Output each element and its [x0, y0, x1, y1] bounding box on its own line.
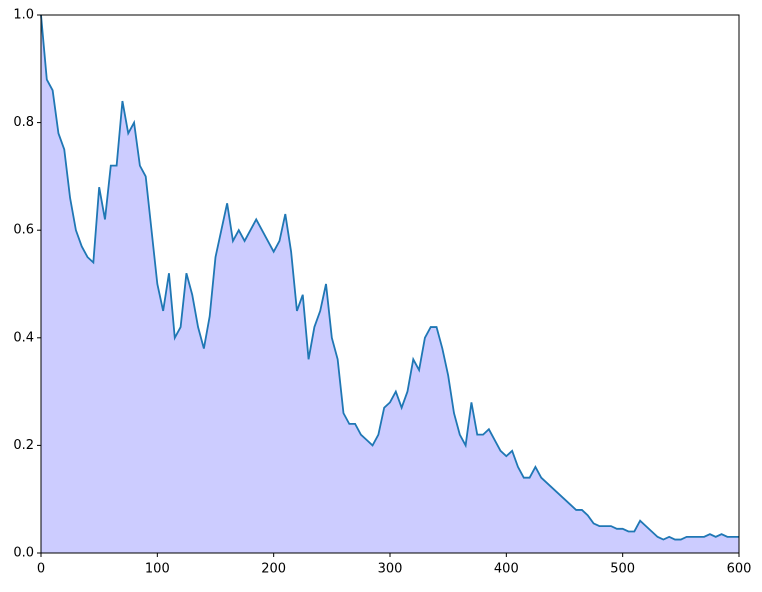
area-fill	[41, 15, 739, 553]
x-tick-label: 0	[37, 562, 45, 577]
y-tick-label: 0.4	[13, 330, 34, 345]
y-tick-label: 0.6	[13, 223, 34, 238]
x-tick-label: 300	[378, 562, 403, 577]
line	[40, 14, 739, 541]
y-tick-label: 0.8	[13, 115, 34, 130]
x-tick-label: 600	[727, 562, 752, 577]
x-tick-label: 200	[261, 562, 286, 577]
x-tick-label: 100	[145, 562, 170, 577]
y-tick-label: 1.0	[13, 8, 34, 23]
y-tick-label: 0.2	[13, 438, 34, 453]
x-tick-label: 500	[610, 562, 635, 577]
x-tick-label: 400	[494, 562, 519, 577]
y-tick-label: 0.0	[13, 546, 34, 561]
